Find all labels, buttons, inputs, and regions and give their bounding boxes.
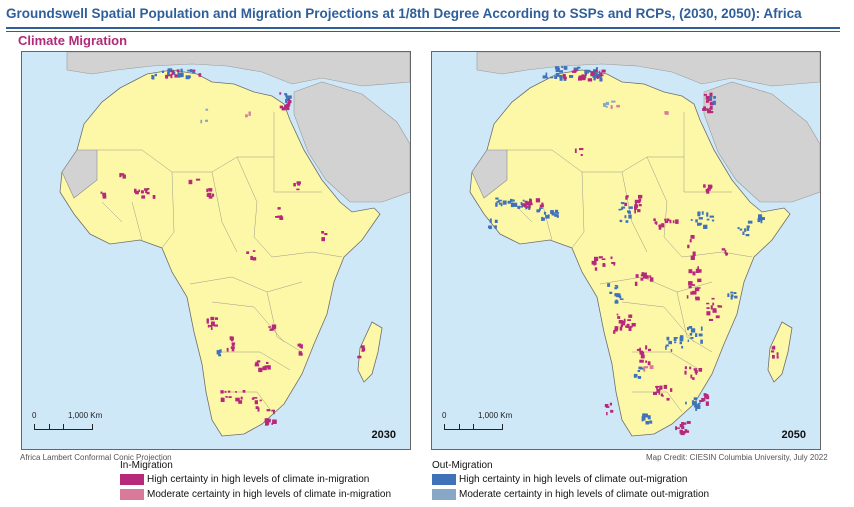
legend-label: High certainty in high levels of climate…	[459, 474, 688, 485]
legend-in-migration-heading: In-Migration	[120, 460, 173, 471]
map-panel-2030: 0 1,000 Km 2030	[21, 51, 411, 450]
legend-item-in-moderate: Moderate certainty in high levels of cli…	[120, 489, 391, 500]
scale-bar: 0 1,000 Km	[30, 411, 110, 441]
title-rule	[6, 27, 840, 29]
legend-label: High certainty in high levels of climate…	[147, 474, 370, 485]
scale-distance-label: 1,000 Km	[478, 411, 513, 420]
legend-item-out-high: High certainty in high levels of climate…	[432, 474, 687, 485]
legend-swatch	[432, 474, 456, 485]
map-panel-2050: 0 1,000 Km 2050	[431, 51, 821, 450]
legend-swatch	[120, 474, 144, 485]
legend-item-in-high: High certainty in high levels of climate…	[120, 474, 369, 485]
scale-zero-label: 0	[32, 411, 37, 420]
scale-zero-label: 0	[442, 411, 447, 420]
legend-label: Moderate certainty in high levels of cli…	[459, 489, 710, 500]
panel-year-2050: 2050	[781, 429, 806, 441]
title-rule-thin	[6, 31, 840, 32]
panel-year-2030: 2030	[371, 429, 396, 441]
map-credit: Map Credit: CIESIN Columbia University, …	[646, 453, 828, 462]
legend-out-migration-heading: Out-Migration	[432, 460, 493, 471]
legend-item-out-moderate: Moderate certainty in high levels of cli…	[432, 489, 709, 500]
legend-swatch	[120, 489, 144, 500]
africa-map-2030	[22, 52, 410, 449]
africa-map-2050	[432, 52, 820, 449]
map-title: Groundswell Spatial Population and Migra…	[6, 6, 802, 21]
legend-swatch	[432, 489, 456, 500]
map-subtitle: Climate Migration	[18, 33, 128, 48]
scale-distance-label: 1,000 Km	[68, 411, 103, 420]
projection-note: Africa Lambert Conformal Conic Projectio…	[20, 453, 172, 462]
legend-label: Moderate certainty in high levels of cli…	[147, 489, 391, 500]
scale-bar: 0 1,000 Km	[440, 411, 520, 441]
